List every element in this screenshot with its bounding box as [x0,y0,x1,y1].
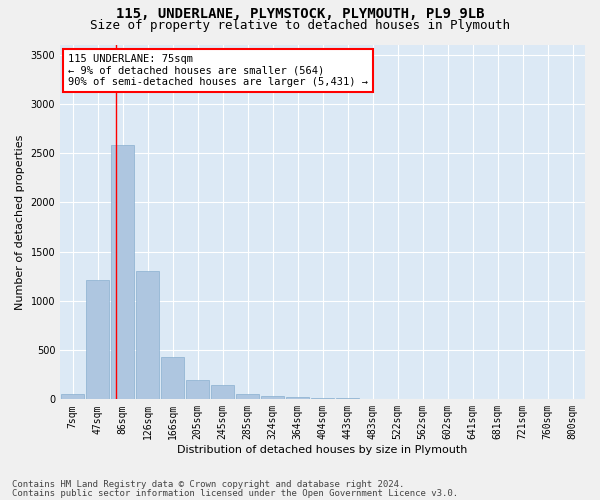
Bar [337,398,359,400]
Bar [161,357,184,400]
Bar [286,397,309,400]
X-axis label: Distribution of detached houses by size in Plymouth: Distribution of detached houses by size … [178,445,468,455]
Text: 115, UNDERLANE, PLYMSTOCK, PLYMOUTH, PL9 9LB: 115, UNDERLANE, PLYMSTOCK, PLYMOUTH, PL9… [116,8,484,22]
Text: Contains public sector information licensed under the Open Government Licence v3: Contains public sector information licen… [12,489,458,498]
Bar [61,394,84,400]
Bar [262,396,284,400]
Bar [311,398,334,400]
Text: Size of property relative to detached houses in Plymouth: Size of property relative to detached ho… [90,19,510,32]
Text: Contains HM Land Registry data © Crown copyright and database right 2024.: Contains HM Land Registry data © Crown c… [12,480,404,489]
Bar [236,394,259,400]
Y-axis label: Number of detached properties: Number of detached properties [15,134,25,310]
Bar [211,384,234,400]
Text: 115 UNDERLANE: 75sqm
← 9% of detached houses are smaller (564)
90% of semi-detac: 115 UNDERLANE: 75sqm ← 9% of detached ho… [68,54,368,87]
Bar [187,380,209,400]
Bar [361,398,384,400]
Bar [86,280,109,400]
Bar [112,146,134,400]
Bar [136,272,159,400]
